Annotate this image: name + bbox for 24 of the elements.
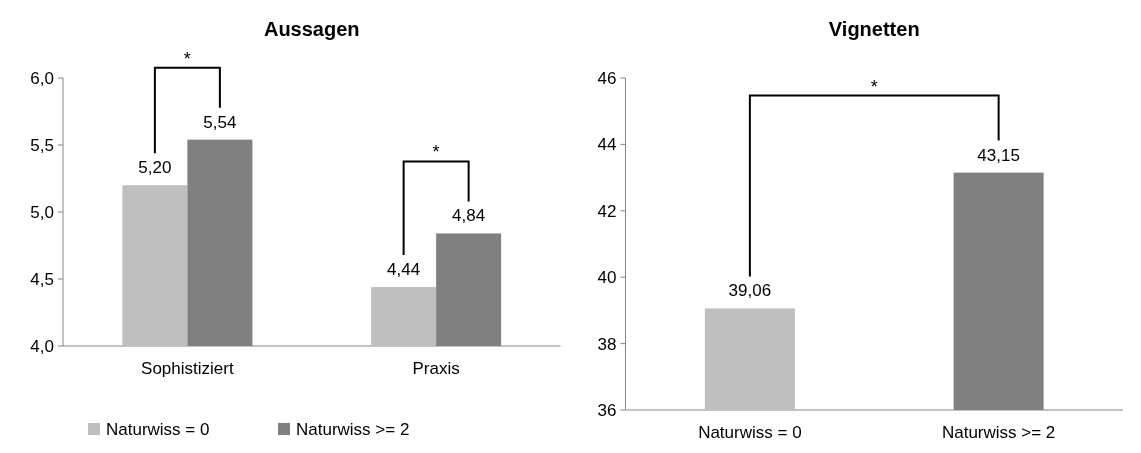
y-tick-label: 4,0 [30,336,54,356]
data-label: 5,54 [203,112,237,132]
y-tick-label: 40 [597,268,617,288]
chart-title: Vignetten [828,18,920,40]
data-label: 4,84 [452,206,486,226]
y-tick-label: 5,5 [30,135,54,155]
data-label: 39,06 [728,281,772,301]
annotation: * [870,76,878,97]
x-tick-label: Sophistiziert [141,359,234,378]
x-tick-label: Praxis [412,359,460,378]
data-label: 43,15 [977,145,1020,165]
text: * [183,48,191,69]
y-tick-label: 36 [597,400,617,420]
y-tick-label: 38 [597,334,617,354]
y-tick-label: 6,0 [30,68,54,88]
y-tick-label: 5,0 [30,202,54,222]
data-label: 4,44 [387,260,421,280]
y-tick-label: 44 [597,135,617,155]
chart-title: Aussagen [263,18,360,40]
y-tick-label: 4,5 [30,269,54,289]
y-tick-label: 42 [597,201,617,221]
annotation: * [432,142,440,163]
y-tick-label: 46 [597,68,617,88]
data-label: 5,20 [138,158,172,178]
